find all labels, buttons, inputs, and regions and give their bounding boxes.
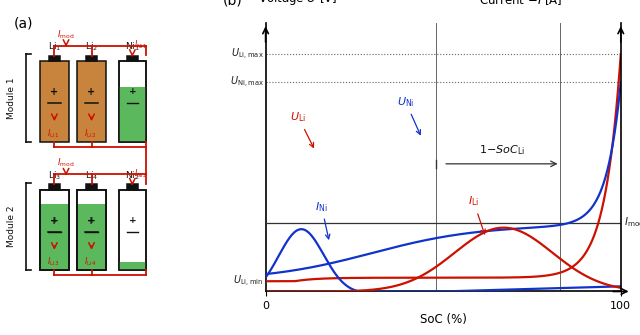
- Bar: [77, 190, 106, 270]
- Text: $\mathrm{Li_2}$: $\mathrm{Li_2}$: [85, 41, 98, 53]
- Bar: [77, 190, 106, 270]
- Text: $I_\mathrm{Li3}$: $I_\mathrm{Li3}$: [47, 256, 60, 268]
- Text: $I_\mathrm{mod}$: $I_\mathrm{mod}$: [58, 28, 75, 41]
- Bar: [86, 184, 97, 190]
- Bar: [127, 56, 138, 61]
- Bar: [119, 262, 146, 270]
- Bar: [119, 190, 146, 270]
- Bar: [77, 190, 106, 204]
- Bar: [40, 190, 69, 270]
- Text: $I_\mathrm{Li}$: $I_\mathrm{Li}$: [468, 195, 485, 234]
- Text: Voltage $U$ [V]: Voltage $U$ [V]: [259, 0, 338, 7]
- Text: +: +: [88, 216, 95, 225]
- Text: $I_\mathrm{mod}$: $I_\mathrm{mod}$: [625, 216, 640, 229]
- Text: $U_\mathrm{Li,min}$: $U_\mathrm{Li,min}$: [233, 274, 264, 289]
- Text: Current $-I$ [A]: Current $-I$ [A]: [479, 0, 563, 7]
- Bar: [40, 190, 69, 204]
- Text: $U_\mathrm{Ni}$: $U_\mathrm{Ni}$: [397, 95, 420, 134]
- X-axis label: SoC (%): SoC (%): [420, 313, 467, 326]
- Text: +: +: [88, 87, 95, 97]
- Bar: [119, 190, 146, 270]
- Bar: [40, 190, 69, 270]
- Bar: [119, 61, 146, 142]
- Bar: [77, 204, 106, 270]
- Text: $I_\mathrm{Ni2}$: $I_\mathrm{Ni2}$: [134, 167, 147, 180]
- Text: $I_\mathrm{Li4}$: $I_\mathrm{Li4}$: [84, 256, 97, 268]
- Text: +: +: [129, 216, 136, 225]
- Text: $\mathrm{Li_3}$: $\mathrm{Li_3}$: [48, 169, 61, 182]
- Bar: [77, 190, 106, 270]
- Text: $I_\mathrm{Li1}$: $I_\mathrm{Li1}$: [47, 127, 59, 140]
- Text: +: +: [51, 216, 58, 225]
- Text: $I_\mathrm{mod}$: $I_\mathrm{mod}$: [58, 157, 75, 170]
- Text: $1\mathrm{-}SoC_\mathrm{Li}$: $1\mathrm{-}SoC_\mathrm{Li}$: [479, 144, 525, 157]
- Text: $I_\mathrm{Ni}$: $I_\mathrm{Ni}$: [316, 200, 330, 239]
- Text: (a): (a): [14, 16, 33, 30]
- Text: +: +: [88, 215, 95, 225]
- Text: Module 2: Module 2: [7, 206, 16, 248]
- Bar: [77, 61, 106, 142]
- Bar: [86, 56, 97, 61]
- Text: $U_\mathrm{Li,max}$: $U_\mathrm{Li,max}$: [231, 47, 264, 62]
- Text: $\mathrm{Li_1}$: $\mathrm{Li_1}$: [48, 41, 61, 53]
- Text: (b): (b): [223, 0, 243, 7]
- Bar: [40, 61, 69, 142]
- Text: $U_\mathrm{Li}$: $U_\mathrm{Li}$: [291, 111, 314, 147]
- Text: $U_\mathrm{Ni,max}$: $U_\mathrm{Ni,max}$: [230, 75, 264, 90]
- Text: $I_\mathrm{Ni1}$: $I_\mathrm{Ni1}$: [134, 39, 148, 51]
- Text: $I_\mathrm{Li2}$: $I_\mathrm{Li2}$: [84, 127, 96, 140]
- Bar: [119, 87, 146, 142]
- Text: +: +: [51, 215, 58, 225]
- Bar: [40, 204, 69, 270]
- Text: $\mathrm{Li_4}$: $\mathrm{Li_4}$: [85, 169, 98, 182]
- Text: $\mathrm{Ni_1}$: $\mathrm{Ni_1}$: [125, 41, 140, 53]
- Bar: [49, 56, 60, 61]
- Bar: [40, 190, 69, 270]
- Text: +: +: [51, 87, 58, 97]
- Text: +: +: [129, 87, 136, 96]
- Bar: [119, 61, 146, 142]
- Bar: [49, 184, 60, 190]
- Bar: [127, 184, 138, 190]
- Text: Module 1: Module 1: [7, 77, 16, 119]
- Text: $\mathrm{Ni_2}$: $\mathrm{Ni_2}$: [125, 169, 140, 182]
